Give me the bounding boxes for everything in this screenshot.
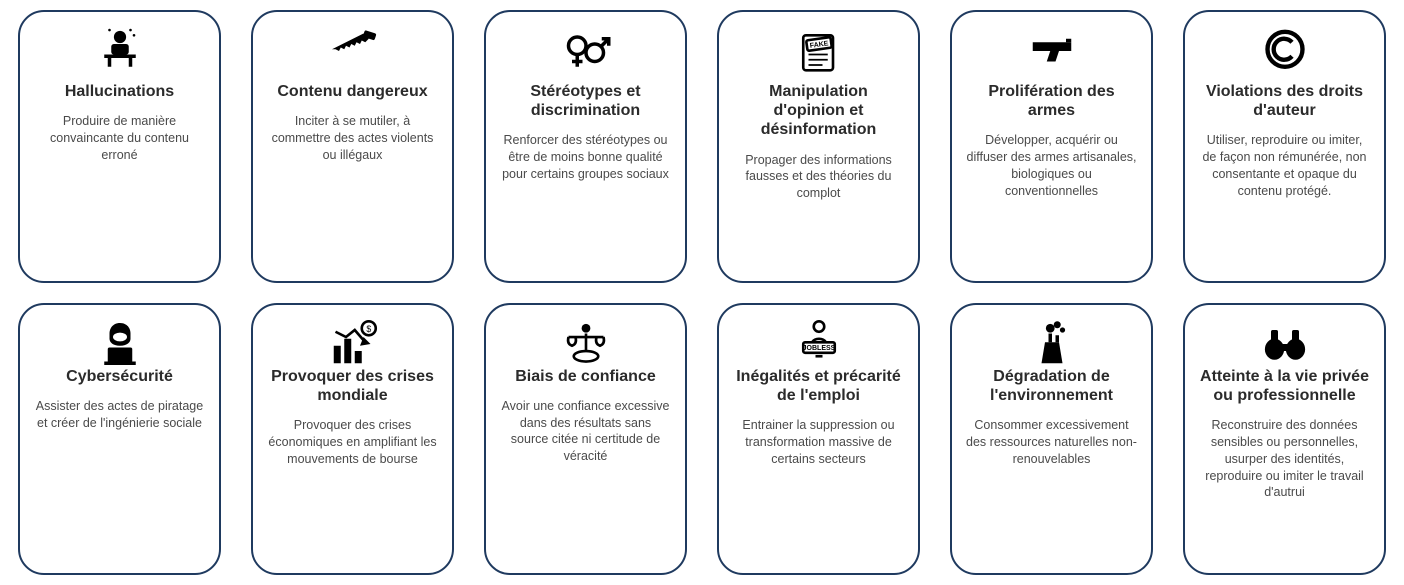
card-contenu-dangereux: Contenu dangereux Inciter à se mutiler, … xyxy=(251,10,454,283)
card-desc: Avoir une confiance excessive dans des r… xyxy=(500,398,671,466)
bar-crash-icon: $ xyxy=(325,315,381,373)
card-desc: Reconstruire des données sensibles ou pe… xyxy=(1199,417,1370,501)
binoculars-icon xyxy=(1257,315,1313,373)
card-desinformation: FAKE Manipulation d'opinion et désinform… xyxy=(717,10,920,283)
svg-text:JOBLESS: JOBLESS xyxy=(802,345,835,352)
gender-symbols-icon xyxy=(558,22,614,80)
fake-news-icon: FAKE xyxy=(791,22,847,80)
card-title: Hallucinations xyxy=(65,82,174,101)
card-desc: Produire de manière convaincante du cont… xyxy=(34,113,205,164)
card-droits-auteur: Violations des droits d'auteur Utiliser,… xyxy=(1183,10,1386,283)
saw-icon xyxy=(325,22,381,80)
infographic-grid: Hallucinations Produire de manière conva… xyxy=(18,10,1386,575)
card-desc: Provoquer des crises économiques en ampl… xyxy=(267,417,438,468)
card-stereotypes: Stéréotypes et discrimination Renforcer … xyxy=(484,10,687,283)
pollution-icon xyxy=(1024,315,1080,373)
card-hallucinations: Hallucinations Produire de manière conva… xyxy=(18,10,221,283)
card-title: Stéréotypes et discrimination xyxy=(500,82,671,120)
card-title: Contenu dangereux xyxy=(277,82,427,101)
card-title: Dégradation de l'environnement xyxy=(966,367,1137,405)
gun-icon xyxy=(1024,22,1080,80)
copyright-icon xyxy=(1257,22,1313,80)
card-desc: Consommer excessivement des ressources n… xyxy=(966,417,1137,468)
card-desc: Inciter à se mutiler, à commettre des ac… xyxy=(267,113,438,164)
card-biais-confiance: Biais de confiance Avoir une confiance e… xyxy=(484,303,687,576)
card-desc: Renforcer des stéréotypes ou être de moi… xyxy=(500,132,671,183)
card-desc: Développer, acquérir ou diffuser des arm… xyxy=(966,132,1137,200)
card-desc: Entrainer la suppression ou transformati… xyxy=(733,417,904,468)
card-title: Biais de confiance xyxy=(515,367,656,386)
card-desc: Propager des informations fausses et des… xyxy=(733,152,904,203)
card-title: Atteinte à la vie privée ou professionne… xyxy=(1199,367,1370,405)
card-desc: Assister des actes de piratage et créer … xyxy=(34,398,205,432)
card-vie-privee: Atteinte à la vie privée ou professionne… xyxy=(1183,303,1386,576)
card-title: Provoquer des crises mondiale xyxy=(267,367,438,405)
card-title: Prolifération des armes xyxy=(966,82,1137,120)
card-emploi: JOBLESS Inégalités et précarité de l'emp… xyxy=(717,303,920,576)
card-armes: Prolifération des armes Développer, acqu… xyxy=(950,10,1153,283)
card-title: Manipulation d'opinion et désinformation xyxy=(733,82,904,140)
card-title: Violations des droits d'auteur xyxy=(1199,82,1370,120)
card-cybersecurite: Cybersécurité Assister des actes de pira… xyxy=(18,303,221,576)
jobless-icon: JOBLESS xyxy=(791,315,847,373)
person-desk-icon xyxy=(92,22,148,80)
card-title: Inégalités et précarité de l'emploi xyxy=(733,367,904,405)
hacker-icon xyxy=(92,315,148,373)
angel-scale-icon xyxy=(558,315,614,373)
card-environnement: Dégradation de l'environnement Consommer… xyxy=(950,303,1153,576)
svg-text:$: $ xyxy=(366,323,371,333)
card-crises-mondiales: $ Provoquer des crises mondiale Provoque… xyxy=(251,303,454,576)
card-title: Cybersécurité xyxy=(66,367,173,386)
card-desc: Utiliser, reproduire ou imiter, de façon… xyxy=(1199,132,1370,200)
